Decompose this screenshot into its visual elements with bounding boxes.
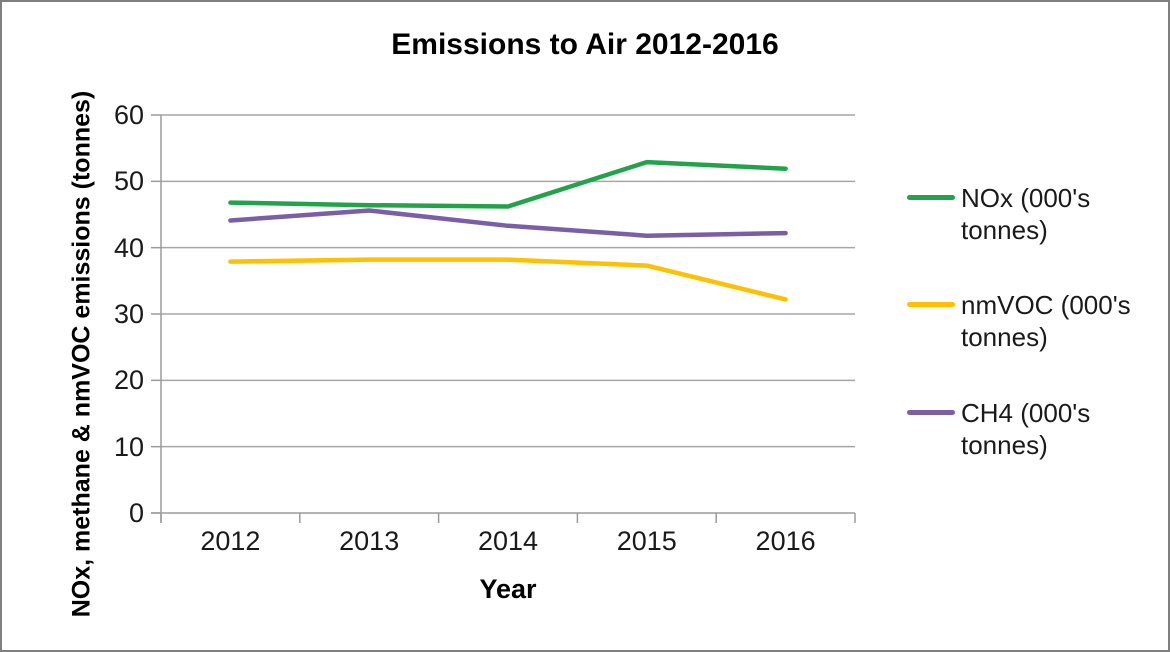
legend-label-nmvoc: nmVOC (000's tonnes): [961, 290, 1131, 352]
series-line-nox: [228, 159, 788, 209]
y-tick-label: 50: [113, 166, 144, 197]
legend-label-nox: NOx (000's tonnes): [961, 183, 1091, 245]
x-tick-label: 2016: [755, 526, 816, 556]
y-axis-title: NOx, methane & nmVOC emissions (tonnes): [67, 90, 96, 618]
x-axis-title: Year: [479, 574, 537, 604]
y-tick-label: 40: [113, 232, 144, 263]
x-tick-label: 2012: [200, 526, 261, 556]
ch4-line-swatch: [907, 410, 955, 415]
x-tick-label: 2015: [616, 526, 677, 556]
y-tick-label: 0: [128, 498, 144, 528]
x-tick-label: 2013: [339, 526, 400, 556]
chart-title: Emissions to Air 2012-2016: [391, 28, 779, 61]
y-tick-label: 30: [113, 299, 144, 329]
legend-item-nmvoc: nmVOC (000's tonnes): [907, 289, 1161, 353]
y-tick-label: 20: [113, 365, 144, 396]
legend-item-ch4: CH4 (000's tonnes): [907, 397, 1161, 461]
legend-label-ch4: CH4 (000's tonnes): [961, 398, 1091, 460]
series-line-ch4: [228, 208, 788, 238]
nmvoc-line-swatch: [907, 302, 955, 307]
nox-line-swatch: [907, 195, 955, 200]
series-line-nmvoc: [228, 257, 788, 302]
y-tick-label: 10: [113, 431, 144, 462]
x-tick-label: 2014: [477, 526, 539, 556]
legend-item-nox: NOx (000's tonnes): [907, 182, 1161, 246]
y-tick-label: 60: [113, 100, 144, 130]
